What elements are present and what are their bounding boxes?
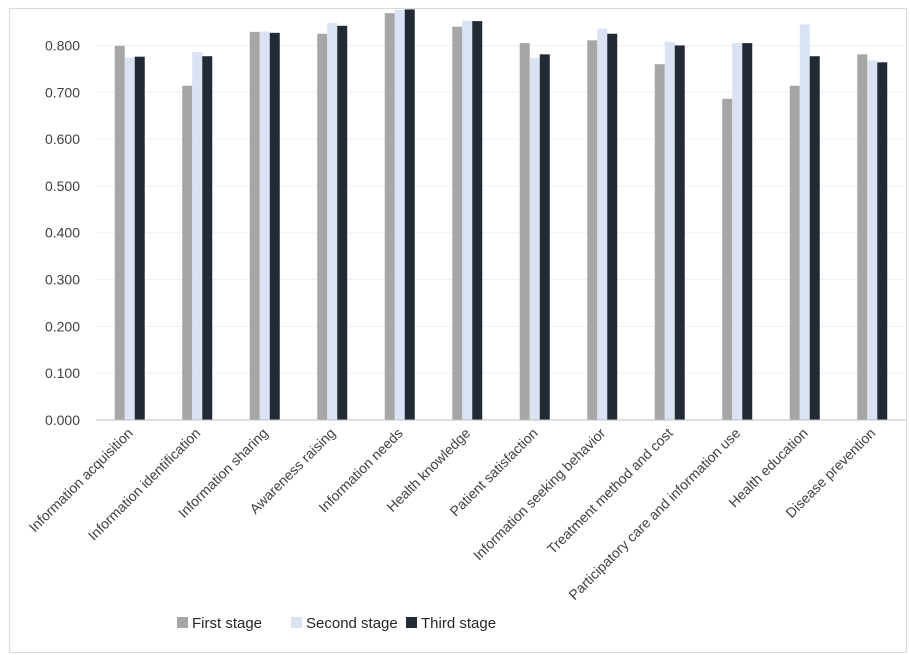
bar-third-stage-awareness-raising [337,25,348,421]
bar-third-stage-patient-satisfaction [539,54,550,420]
bars [114,9,888,421]
legend-swatch [406,617,417,628]
bar-second-stage-awareness-raising [327,22,338,421]
bar-first-stage-information-identification [182,85,193,420]
gridlines [96,44,906,374]
bar-second-stage-information-acquisition [124,57,135,421]
bar-second-stage-disease-prevention [867,60,878,420]
bar-first-stage-information-acquisition [114,45,125,420]
legend-swatch [177,617,188,628]
y-tick-label: 0.100 [45,365,80,381]
bar-third-stage-information-needs [404,9,415,421]
y-tick-label: 0.700 [45,84,80,100]
bar-first-stage-health-education [789,85,800,420]
bar-first-stage-patient-satisfaction [519,43,530,420]
bar-third-stage-information-seeking-behavior [607,33,618,420]
legend-label: Second stage [306,615,398,632]
bar-third-stage-disease-prevention [877,62,888,421]
bar-first-stage-disease-prevention [857,54,868,420]
x-tick-label: Information identification [85,425,204,544]
bar-second-stage-information-needs [394,9,405,420]
legend-item-second-stage: Second stage [291,615,398,632]
bar-third-stage-information-sharing [269,32,280,421]
y-tick-label: 0.500 [45,178,80,194]
bar-third-stage-health-knowledge [472,21,483,420]
y-tick-labels: 0.000 0.100 0.200 0.300 0.400 0.500 0.600 0.700… [45,37,80,428]
bar-third-stage-participatory-care-and-information-use [742,43,753,420]
bar-first-stage-information-needs [384,13,395,421]
x-tick-label: Treatment method and cost [544,425,676,557]
x-tick-label: Information seeking behavior [470,425,609,564]
bar-second-stage-information-sharing [259,31,270,421]
bar-second-stage-information-identification [192,52,203,420]
bar-first-stage-health-knowledge [452,26,463,421]
bar-third-stage-health-education [809,56,820,421]
bar-first-stage-treatment-method-and-cost [654,64,665,420]
bar-first-stage-information-sharing [249,31,260,421]
bar-third-stage-treatment-method-and-cost [674,45,685,421]
bar-second-stage-participatory-care-and-information-use [732,43,743,420]
legend-item-first-stage: First stage [177,615,262,632]
bar-second-stage-information-seeking-behavior [597,28,608,420]
bar-first-stage-participatory-care-and-information-use [722,98,733,420]
bar-first-stage-awareness-raising [317,33,328,420]
bar-third-stage-information-acquisition [134,56,145,420]
bar-second-stage-health-knowledge [462,20,473,421]
y-tick-label: 0.400 [45,225,80,241]
bar-first-stage-information-seeking-behavior [587,40,598,421]
y-tick-label: 0.000 [45,412,80,428]
bar-second-stage-health-education [799,24,810,421]
legend: First stage Second stage Third stage [177,615,496,632]
legend-item-third-stage: Third stage [406,615,496,632]
y-tick-label: 0.800 [45,37,80,53]
legend-swatch [291,617,302,628]
bar-third-stage-information-identification [202,56,213,421]
bar-second-stage-treatment-method-and-cost [664,41,675,420]
y-tick-label: 0.600 [45,131,80,147]
legend-label: First stage [192,615,262,632]
legend-label: Third stage [421,615,496,632]
bar-second-stage-patient-satisfaction [529,58,540,420]
y-tick-label: 0.200 [45,318,80,334]
y-tick-label: 0.300 [45,272,80,288]
